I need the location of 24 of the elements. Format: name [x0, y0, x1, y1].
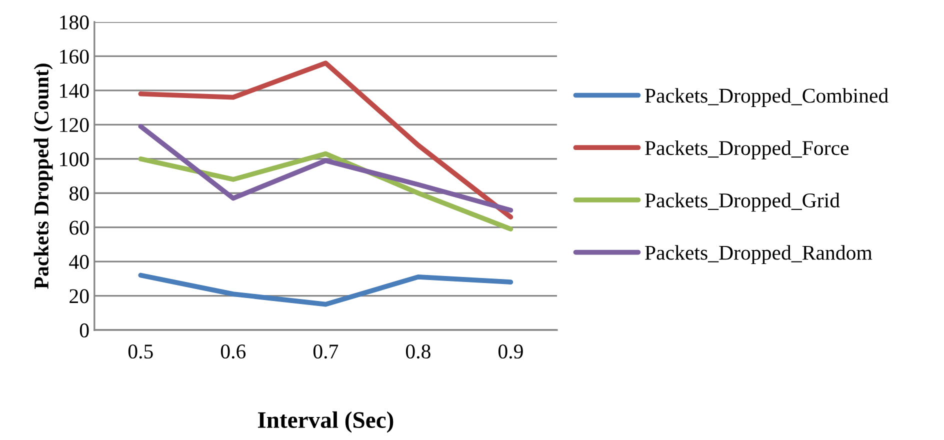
legend-label: Packets_Dropped_Random — [645, 245, 872, 264]
x-tick-label: 0.9 — [498, 344, 523, 359]
line-series — [138, 124, 514, 213]
x-tick-label: 0.6 — [220, 344, 246, 359]
y-tick-label: 0 — [80, 323, 89, 338]
y-tick-label: 180 — [60, 15, 89, 30]
x-tick-label: 0.7 — [313, 344, 338, 359]
y-tick-label: 80 — [70, 186, 89, 201]
x-axis-title: Interval (Sec) — [258, 411, 394, 433]
x-tick-label: 0.5 — [128, 344, 153, 359]
line-series — [138, 60, 514, 220]
y-tick-label: 60 — [70, 220, 89, 235]
y-tick-label: 100 — [60, 152, 89, 166]
y-axis-title: Packets Dropped (Count) — [34, 64, 53, 289]
y-tick-label: 20 — [70, 289, 89, 304]
y-tick-label: 120 — [60, 118, 89, 132]
y-tick-label: 40 — [69, 254, 89, 269]
legend-label: Packets_Dropped_Combined — [645, 88, 888, 107]
legend-label: Packets_Dropped_Force — [645, 140, 849, 160]
x-tick-label: 0.8 — [406, 344, 430, 359]
legend-label: Packets_Dropped_Grid — [645, 192, 840, 212]
line-series — [138, 272, 514, 307]
y-tick-label: 140 — [60, 84, 89, 98]
y-tick-label: 160 — [60, 50, 89, 64]
